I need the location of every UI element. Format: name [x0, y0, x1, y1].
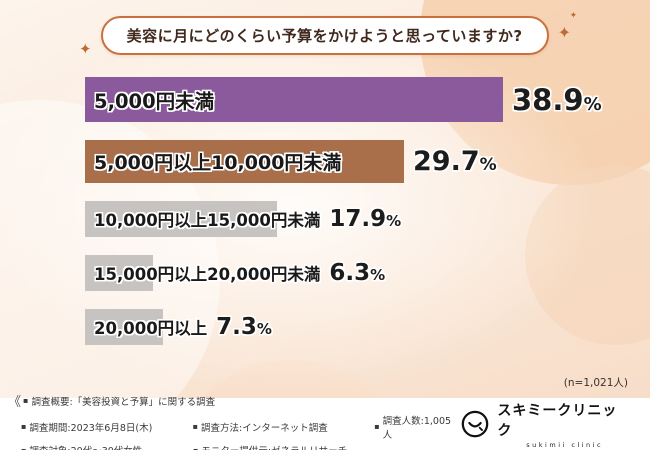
survey-monitor: ▪ モニター提供元:ゼネラルリサーチ — [193, 443, 375, 450]
bullet-icon: ▪ — [374, 422, 380, 431]
bar — [85, 309, 163, 345]
bracket-mark: 《 — [8, 395, 22, 410]
bar-value-number: 7.3 — [216, 314, 257, 340]
survey-row: ▪ 調査対象:20代〜30代女性 ▪ モニター提供元:ゼネラルリサーチ — [21, 443, 460, 450]
survey-monitor-text: モニター提供元:ゼネラルリサーチ — [201, 443, 347, 450]
bar-category-label: 15,000円以上20,000円未満 — [94, 265, 321, 284]
bar-label-wrap: 5,000円未満 — [85, 77, 503, 122]
footer: 《 ▪ 調査概要:「美容投資と予算」に関する調査 ▪ 調査期間:2023年6月8… — [0, 395, 650, 450]
brand-logo-text: スキミークリニック sukimii clinic — [497, 400, 632, 449]
bar — [85, 77, 503, 122]
bullet-icon: ▪ — [21, 445, 27, 450]
bar — [85, 140, 404, 183]
sparkle-icon: ✦ — [569, 11, 578, 21]
bullet-icon: ▪ — [192, 422, 199, 431]
brand-tagline: sukimii clinic — [526, 440, 604, 449]
bar-row: 5,000円以上10,000円未満 29.7 % — [85, 140, 650, 183]
sample-size-note: (n=1,021人) — [563, 377, 628, 389]
bullet-icon: ▪ — [23, 396, 29, 405]
bullet-icon: ▪ — [193, 445, 199, 450]
survey-overview: ▪ 調査概要:「美容投資と予算」に関する調査 — [23, 394, 215, 408]
bar — [85, 255, 153, 291]
survey-target: ▪ 調査対象:20代〜30代女性 — [21, 443, 193, 450]
bar-value: 17.9 % — [329, 206, 401, 232]
bar-label-wrap: 5,000円以上10,000円未満 — [85, 140, 404, 183]
survey-summary: 《 ▪ 調査概要:「美容投資と予算」に関する調査 ▪ 調査期間:2023年6月8… — [8, 391, 460, 450]
survey-overview-row: 《 ▪ 調査概要:「美容投資と予算」に関する調査 — [8, 391, 460, 410]
bar-row: 15,000円以上20,000円未満 6.3 % — [85, 255, 650, 291]
survey-target-text: 調査対象:20代〜30代女性 — [29, 443, 142, 450]
bar-value-unit: % — [386, 212, 402, 230]
bar-category-label: 20,000円以上 — [94, 319, 208, 338]
bullet-icon: ▪ — [21, 422, 27, 431]
chart-title: 美容に月にどのくらい予算をかけようと思っていますか? — [100, 16, 549, 55]
bar-value-number: 29.7 — [413, 146, 480, 177]
brand-name: スキミークリニック — [497, 402, 618, 439]
bar-category-label: 5,000円未満 — [94, 90, 215, 113]
sparkle-icon: ✦ — [557, 23, 571, 42]
brand-logo: スキミークリニック sukimii clinic — [460, 400, 632, 449]
survey-method: ▪ 調査方法:インターネット調査 — [193, 420, 375, 434]
survey-row: ▪ 調査期間:2023年6月8日(木) ▪ 調査方法:インターネット調査 ▪ 調… — [21, 413, 460, 441]
bar-chart: 5,000円未満 38.9 % 5,000円以上10,000円未満 29.7 %… — [0, 77, 650, 345]
bar-value: 7.3 % — [216, 314, 272, 340]
bar-value-number: 38.9 — [512, 82, 584, 117]
bar-value-number: 6.3 — [329, 260, 371, 286]
bar-label-wrap: 15,000円以上20,000円未満 — [85, 255, 320, 291]
bar-category-label: 5,000円以上10,000円未満 — [94, 152, 342, 174]
title-row: ✦ 美容に月にどのくらい予算をかけようと思っていますか? ✦ ✦ — [0, 0, 650, 58]
survey-count: ▪ 調査人数:1,005人 — [374, 413, 460, 441]
survey-period-text: 調査期間:2023年6月8日(木) — [29, 422, 153, 434]
bar-value-unit: % — [583, 93, 602, 115]
bar — [85, 201, 277, 237]
survey-method-text: 調査方法:インターネット調査 — [201, 422, 328, 434]
bar-value: 38.9 % — [512, 83, 602, 117]
bar-value-number: 17.9 — [329, 206, 387, 232]
bar-row: 10,000円以上15,000円未満 17.9 % — [85, 201, 650, 237]
bar-label-wrap: 20,000円以上 — [85, 309, 207, 345]
bar-value-unit: % — [479, 155, 497, 175]
sukimii-clinic-logo-icon — [460, 409, 490, 439]
bar-row: 5,000円未満 38.9 % — [85, 77, 650, 122]
bar-value-unit: % — [256, 320, 272, 338]
bar-label-wrap: 10,000円以上15,000円未満 — [85, 201, 320, 237]
bar-value: 6.3 % — [329, 260, 385, 286]
bar-value: 29.7 % — [413, 146, 497, 177]
bar-category-label: 10,000円以上15,000円未満 — [94, 211, 321, 230]
sparkle-icon: ✦ — [79, 40, 92, 58]
survey-period: ▪ 調査期間:2023年6月8日(木) — [21, 420, 193, 434]
survey-overview-text: 調査概要:「美容投資と予算」に関する調査 — [31, 396, 216, 408]
sparkle-icon-group: ✦ ✦ — [557, 12, 578, 42]
bar-row: 20,000円以上 7.3 % — [85, 309, 650, 345]
bar-value-unit: % — [370, 266, 386, 284]
survey-count-text: 調査人数:1,005人 — [382, 415, 452, 441]
